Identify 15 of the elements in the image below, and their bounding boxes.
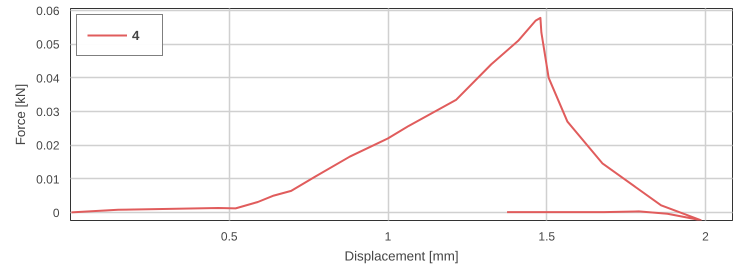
y-tick-label: 0.04 xyxy=(36,71,60,86)
y-tick-label: 0.01 xyxy=(36,172,60,186)
y-tick-label: 0 xyxy=(52,206,60,220)
line-series xyxy=(70,16,702,220)
y-axis-title: Force [kN] xyxy=(13,84,28,146)
y-tick-label: 0.06 xyxy=(36,4,60,18)
y-tick-label: 0.05 xyxy=(36,38,60,52)
legend-label: 4 xyxy=(132,28,140,42)
x-tick-label: 0.5 xyxy=(220,230,238,244)
x-axis-title: Displacement [mm] xyxy=(344,248,459,264)
y-tick-label: 0.03 xyxy=(36,104,60,119)
y-tick-label: 0.02 xyxy=(36,138,60,153)
x-tick-label: 2 xyxy=(702,230,710,244)
x-tick-label: 1 xyxy=(384,230,392,244)
x-tick-label: 1.5 xyxy=(538,230,556,244)
